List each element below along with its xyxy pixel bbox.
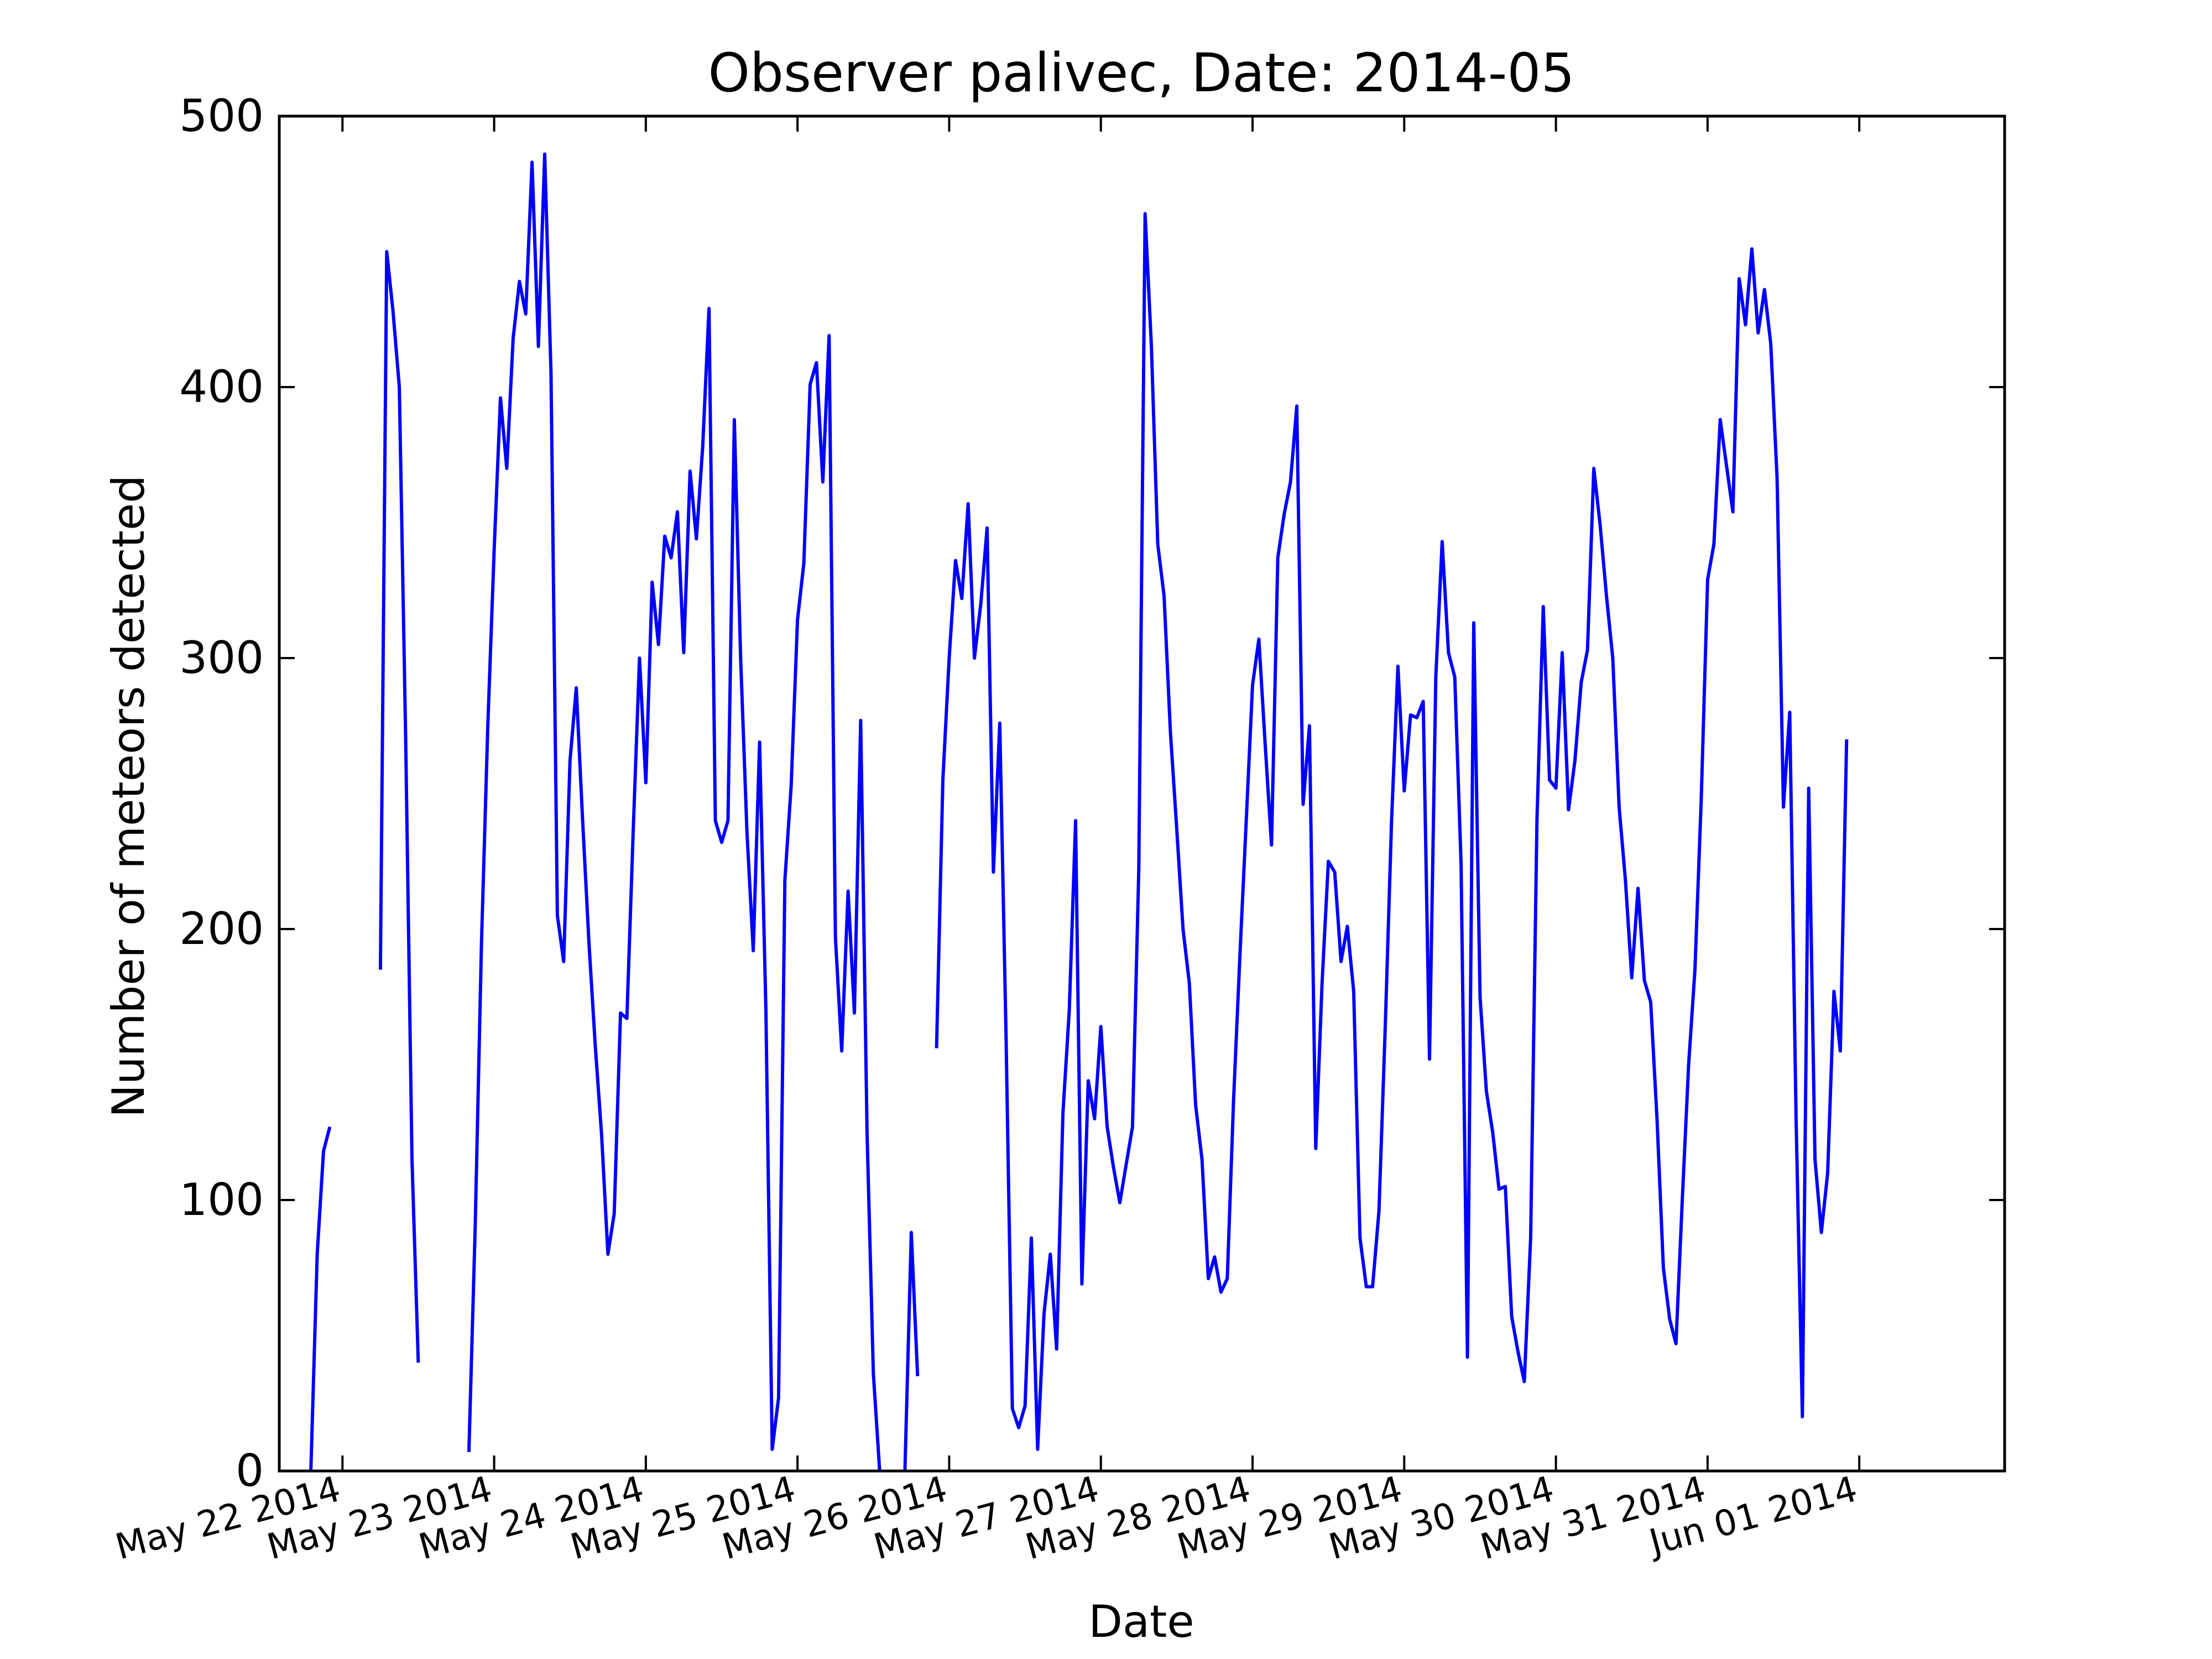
y-tick-label: 400 [179,361,264,413]
series-line-segment [309,1126,332,1472]
y-tick-label: 0 [236,1445,264,1496]
series-line-segment [467,152,881,1472]
y-tick-label: 200 [179,903,264,954]
y-axis-label: Number of meteors detected [103,475,154,1118]
y-tick-label: 100 [179,1174,264,1225]
y-tick-label: 300 [179,632,264,684]
series-line-segment [378,250,420,1363]
x-axis-label: Date [1088,1596,1194,1647]
y-tick-label: 500 [179,90,264,142]
series-line-segment [935,212,1849,1451]
series-line-segment [903,1230,920,1472]
chart-title: Observer palivec, Date: 2014-05 [708,42,1574,104]
plot-frame [278,114,2006,1473]
